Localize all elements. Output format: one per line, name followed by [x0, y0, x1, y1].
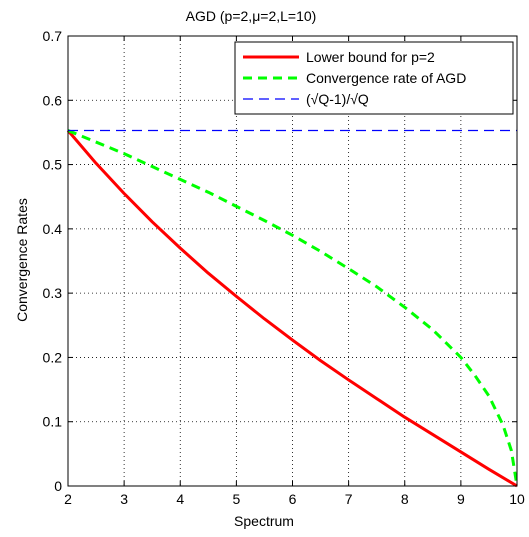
series-line-1	[66, 129, 518, 488]
legend-label-3: (√Q-1)/√Q	[306, 91, 369, 107]
x-axis-title: Spectrum	[234, 513, 294, 529]
legend: Lower bound for p=2 Convergence rate of A…	[234, 41, 514, 115]
x-tick-label: 5	[232, 491, 240, 507]
tick-labels: 2 3 4 5 6 7 8 9 10 0 0.1 0.2 0.3 0.4 0.5 0.6 0.7	[43, 28, 525, 507]
series-line-2	[67, 129, 519, 487]
ticks	[67, 35, 518, 487]
legend-label-2: Convergence rate of AGD	[306, 70, 466, 86]
chart-title: AGD (p=2,μ=2,L=10)	[186, 8, 317, 24]
legend-label-1: Lower bound for p=2	[306, 49, 435, 65]
y-tick-label: 0.6	[43, 92, 63, 108]
y-tick-label: 0.3	[43, 285, 63, 301]
x-tick-label: 8	[401, 491, 409, 507]
x-tick-label: 4	[176, 491, 184, 507]
x-tick-label: 3	[120, 491, 128, 507]
y-tick-label: 0.1	[43, 414, 63, 430]
y-tick-label: 0.4	[43, 221, 63, 237]
x-tick-label: 2	[64, 491, 72, 507]
y-tick-label: 0.5	[43, 157, 63, 173]
y-axis-title: Convergence Rates	[14, 198, 30, 322]
x-tick-label: 6	[289, 491, 297, 507]
y-tick-label: 0	[54, 478, 62, 494]
y-tick-label: 0.2	[43, 349, 63, 365]
x-tick-label: 10	[509, 491, 525, 507]
grid	[68, 36, 517, 486]
x-tick-label: 7	[345, 491, 353, 507]
series-layer	[66, 129, 519, 488]
y-tick-label: 0.7	[43, 28, 63, 44]
x-tick-label: 9	[457, 491, 465, 507]
